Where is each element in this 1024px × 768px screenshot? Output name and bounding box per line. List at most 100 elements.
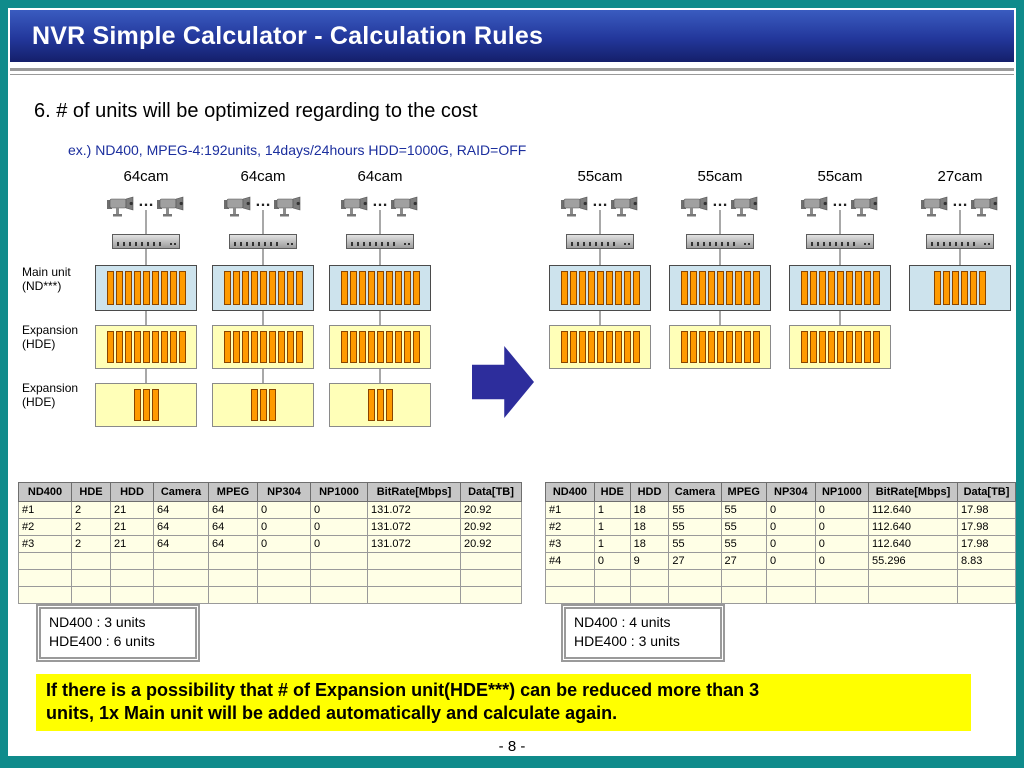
drive-slot <box>358 331 366 363</box>
main-unit-box <box>789 265 891 311</box>
table-cell <box>367 569 461 587</box>
table-cell: 8.83 <box>957 552 1016 570</box>
drive-slot <box>178 271 186 305</box>
drive-slot <box>716 271 724 305</box>
summary-line: ND400 : 4 units <box>574 614 671 630</box>
main-unit-box <box>909 265 1011 311</box>
switch-ports <box>691 242 739 246</box>
drive-slot <box>232 331 240 363</box>
drive-slot <box>223 271 231 305</box>
drive-slot <box>680 331 688 363</box>
drive-slot <box>385 271 393 305</box>
table-cell <box>957 569 1016 587</box>
drive-slot <box>367 389 375 421</box>
column-header: NP1000 <box>310 482 368 502</box>
switch-ports <box>351 242 399 246</box>
table-cell <box>310 586 368 604</box>
expansion-unit-box <box>789 325 891 369</box>
table-cell <box>110 552 154 570</box>
drive-slot <box>349 331 357 363</box>
table-cell: #1 <box>545 501 595 519</box>
table-row: #1 2 21 64 64 0 0 131.072 20.92 <box>18 501 522 519</box>
drive-slot <box>340 331 348 363</box>
drive-slot <box>961 271 968 305</box>
table-cell: 112.640 <box>868 518 958 536</box>
ellipsis: … <box>832 193 848 210</box>
calculation-table-before: ND400 HDE HDD Camera MPEG NP304 NP1000 BitRate[… <box>18 482 522 604</box>
transform-arrow-icon <box>472 346 534 418</box>
drive-slot <box>560 331 568 363</box>
table-cell: 55 <box>668 535 722 553</box>
camera-icon <box>681 196 708 217</box>
ellipsis: … <box>255 193 271 210</box>
table-cell: 20.92 <box>460 501 522 519</box>
column-header: HDD <box>110 482 154 502</box>
ellipsis: … <box>712 193 728 210</box>
drive-slot <box>169 271 177 305</box>
drive-slot <box>133 331 141 363</box>
table-cell: #4 <box>545 552 595 570</box>
column-header: Data[TB] <box>460 482 522 502</box>
table-row: #3 2 21 64 64 0 0 131.072 20.92 <box>18 535 522 553</box>
table-cell: 18 <box>629 518 670 536</box>
camera-icon <box>224 196 251 217</box>
drive-slot <box>623 331 631 363</box>
drive-slot <box>587 331 595 363</box>
table-cell <box>720 569 768 587</box>
table-header-row: ND400 HDE HDD Camera MPEG NP304 NP1000 BitRate[… <box>18 482 522 502</box>
table-cell <box>257 586 311 604</box>
table-cell <box>629 569 670 587</box>
slide-title-bar: NVR Simple Calculator - Calculation Rule… <box>10 10 1014 62</box>
main-unit-box <box>212 265 314 311</box>
table-cell: 0 <box>814 518 870 536</box>
drive-slot <box>743 271 751 305</box>
table-cell: 2 <box>71 501 111 519</box>
table-cell <box>208 552 258 570</box>
table-cell <box>545 569 595 587</box>
drive-slot <box>295 271 303 305</box>
header-divider-thick <box>10 68 1014 71</box>
table-cell <box>153 586 209 604</box>
table-cell <box>668 569 722 587</box>
drive-slot <box>259 389 267 421</box>
table-cell <box>367 552 461 570</box>
table-cell <box>208 586 258 604</box>
camera-count-label: 55cam <box>697 168 743 185</box>
table-cell: 0 <box>310 501 368 519</box>
drive-slot <box>725 271 733 305</box>
drive-slot <box>698 331 706 363</box>
drive-slot <box>376 331 384 363</box>
table-row <box>18 552 522 570</box>
camera-icon <box>921 196 948 217</box>
drive-slot <box>385 389 393 421</box>
drive-slot <box>827 271 835 305</box>
table-cell: 0 <box>766 518 816 536</box>
expansion-unit-box <box>669 325 771 369</box>
camera-icon <box>801 196 828 217</box>
camera-row: … <box>559 190 641 224</box>
column-header: NP1000 <box>814 482 870 502</box>
drive-slot <box>680 271 688 305</box>
drive-slot <box>623 271 631 305</box>
table-cell: 112.640 <box>868 535 958 553</box>
main-unit-box <box>95 265 197 311</box>
drive-slot <box>403 271 411 305</box>
expansion-unit-box <box>329 325 431 369</box>
drive-slot <box>605 271 613 305</box>
table-cell: 21 <box>110 518 154 536</box>
drive-slot <box>151 271 159 305</box>
drive-slot <box>403 331 411 363</box>
column-header: BitRate[Mbps] <box>367 482 461 502</box>
camera-count-label: 64cam <box>240 168 286 185</box>
table-cell <box>766 569 816 587</box>
table-cell: 55 <box>668 518 722 536</box>
drive-slot <box>707 271 715 305</box>
table-row <box>545 569 1016 587</box>
page-number: - 8 - <box>498 738 526 755</box>
camera-icon <box>157 196 184 217</box>
table-cell <box>310 552 368 570</box>
table-cell: 17.98 <box>957 535 1016 553</box>
drive-slot <box>614 331 622 363</box>
connector-line <box>145 210 147 421</box>
table-row <box>18 569 522 587</box>
